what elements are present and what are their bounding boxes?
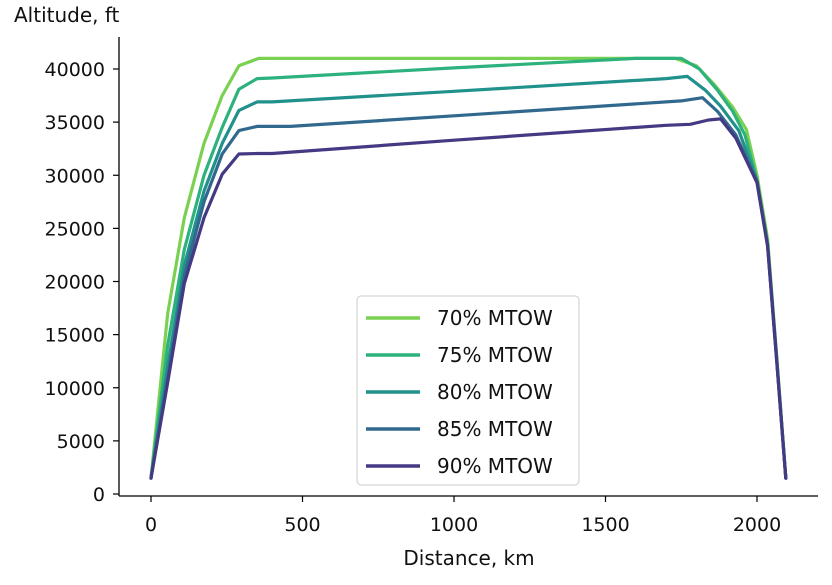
y-tick-label: 25000 [45,218,105,240]
y-ticks: 0 5000 10000 15000 20000 25000 30000 35000 40000 [45,59,119,506]
legend-label: 80% MTOW [437,380,553,404]
legend-label: 85% MTOW [437,417,553,441]
legend-label: 70% MTOW [437,306,553,330]
series-line-5 [149,117,788,480]
legend: 70% MTOW 75% MTOW 80% MTOW 85% MTOW 90% MTOW [356,295,580,486]
y-tick-label: 0 [93,484,105,506]
x-axis-title: Distance, km [403,546,534,570]
x-tick-label: 0 [145,514,157,536]
y-tick-label: 5000 [57,431,105,453]
x-tick-label: 500 [284,514,320,536]
legend-label: 90% MTOW [437,454,553,478]
series-lines [149,56,788,480]
y-tick-label: 15000 [45,325,105,347]
legend-label: 75% MTOW [437,343,553,367]
x-ticks: 0 500 1000 1500 2000 [145,496,781,536]
x-tick-label: 2000 [733,514,781,536]
y-tick-label: 40000 [45,59,105,81]
y-tick-label: 20000 [45,272,105,294]
y-tick-label: 30000 [45,165,105,187]
x-tick-label: 1000 [430,514,478,536]
y-tick-label: 35000 [45,112,105,134]
x-tick-label: 1500 [581,514,629,536]
legend-box [356,295,580,486]
y-tick-label: 10000 [45,378,105,400]
y-axis-title: Altitude, ft [14,3,120,27]
